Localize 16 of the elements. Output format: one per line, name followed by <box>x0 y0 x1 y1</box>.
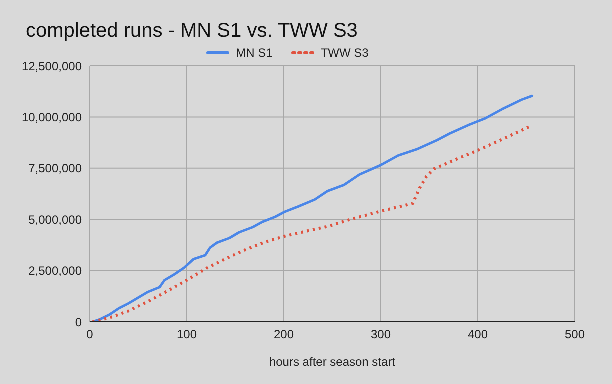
legend-label: MN S1 <box>235 46 273 60</box>
x-axis-title: hours after season start <box>269 355 396 369</box>
x-tick-label: 100 <box>176 328 198 342</box>
y-tick-label: 0 <box>75 315 82 330</box>
y-tick-label: 5,000,000 <box>28 212 82 227</box>
x-tick-label: 0 <box>86 328 94 342</box>
x-tick-label: 200 <box>274 328 294 342</box>
y-tick-label: 2,500,000 <box>28 264 82 278</box>
x-tick-label: 300 <box>370 328 392 342</box>
y-tick-label: 7,500,000 <box>28 162 82 176</box>
legend-label: TWW S3 <box>320 46 369 60</box>
chart-title: completed runs - MN S1 vs. TWW S3 <box>26 20 358 43</box>
y-tick-label: 10,000,000 <box>22 110 82 124</box>
x-tick-label: 500 <box>564 328 586 342</box>
y-tick-label: 12,500,000 <box>22 59 82 74</box>
x-tick-label: 400 <box>468 328 488 342</box>
